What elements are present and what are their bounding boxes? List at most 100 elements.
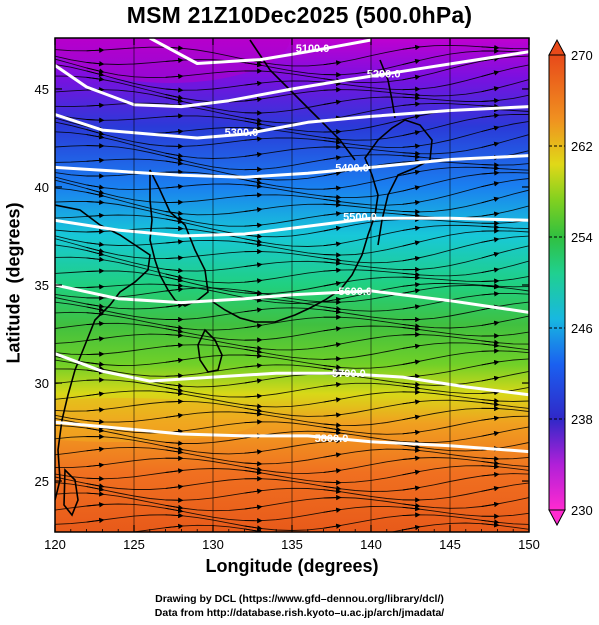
x-axis-label: Longitude (degrees) — [205, 556, 379, 576]
streamline-arrow — [481, 237, 500, 243]
streamline-arrow — [481, 339, 500, 345]
y-tick-label: 45 — [35, 82, 49, 97]
streamline-arrow — [481, 389, 500, 396]
streamline-arrow — [86, 188, 105, 195]
streamline-arrow — [323, 356, 342, 362]
streamline-arrow — [481, 278, 500, 284]
streamline-arrow — [402, 150, 421, 157]
streamline-arrow — [402, 505, 421, 512]
x-tick-label: 130 — [202, 537, 224, 552]
streamline-arrow — [481, 501, 500, 508]
streamline-arrow — [244, 233, 263, 239]
streamline-arrow — [244, 466, 263, 472]
y-axis: 25 30 35 40 45 — [35, 82, 529, 489]
streamline-arrow — [323, 155, 342, 161]
contour-line — [55, 154, 529, 179]
streamline-arrow — [402, 74, 421, 81]
streamline-arrow — [165, 383, 184, 389]
streamline-arrow — [165, 332, 184, 339]
streamline-arrow — [323, 367, 342, 374]
streamline-arrow — [244, 192, 263, 198]
streamline-arrow — [481, 113, 500, 119]
streamline-arrow — [165, 73, 184, 80]
streamline-arrow — [323, 364, 342, 370]
streamline-arrow — [244, 120, 263, 127]
streamline-arrow — [244, 307, 263, 313]
streamline-arrow — [86, 256, 105, 263]
streamline-arrow — [402, 444, 421, 450]
streamline-arrow — [402, 282, 421, 288]
streamline-arrow — [86, 184, 105, 190]
streamline-arrow — [323, 260, 342, 266]
streamline-arrow — [402, 199, 421, 206]
streamline-arrow — [244, 363, 263, 369]
colorbar-tick-label: 270 — [571, 48, 593, 63]
streamline-arrow — [165, 512, 184, 519]
colorbar-tick-label: 230 — [571, 503, 593, 518]
contour-label: 5100.0 — [296, 43, 330, 55]
streamline-arrow — [481, 44, 500, 51]
contour-label: 5600.0 — [338, 286, 372, 298]
streamline-arrow — [402, 101, 421, 107]
x-tick-label: 150 — [518, 537, 540, 552]
streamline-arrow — [481, 519, 500, 525]
contour-label: 5800.0 — [315, 433, 349, 445]
streamline-arrow — [402, 385, 421, 391]
streamline-arrow — [323, 326, 342, 332]
streamline-arrow — [165, 267, 184, 274]
streamline-arrow — [244, 117, 263, 123]
streamline-arrow — [323, 252, 342, 258]
streamline-arrow — [165, 184, 184, 190]
contour-line — [55, 50, 529, 109]
streamline-arrow — [165, 276, 184, 283]
streamline-arrow — [323, 211, 342, 217]
streamline-arrow — [323, 438, 342, 444]
streamline-arrow — [165, 160, 184, 166]
streamline-arrow — [244, 183, 263, 189]
streamline-arrow — [481, 211, 500, 217]
streamline-arrow — [165, 152, 184, 159]
streamline-arrow — [402, 343, 421, 349]
streamline-arrow — [165, 387, 184, 393]
contour-labels: 5100.0 5200.0 5300.0 5400.0 5500.0 5600.0 5700… — [225, 43, 401, 445]
y-tick-label: 40 — [35, 180, 49, 195]
streamline-arrow — [402, 58, 421, 66]
streamline-arrow — [402, 92, 421, 98]
streamline-arrow — [323, 479, 342, 486]
streamline-arrow — [323, 342, 342, 348]
streamline-arrow — [86, 427, 105, 433]
streamline-arrow — [86, 517, 105, 524]
streamline-arrow — [165, 373, 184, 379]
streamline-arrow — [165, 87, 184, 93]
colorbar-top-triangle — [548, 38, 566, 56]
streamline-arrow — [323, 60, 342, 66]
streamline-arrow — [165, 504, 184, 511]
streamline-arrow — [86, 268, 105, 274]
streamline-arrow — [165, 445, 184, 452]
colorbar-tick-label: 262 — [571, 139, 593, 154]
streamline-arrow — [244, 80, 263, 87]
streamline-arrow — [244, 262, 263, 268]
streamline-arrow — [244, 278, 263, 284]
streamline-arrow — [402, 447, 421, 453]
streamline-arrow — [323, 202, 342, 208]
streamline-arrow — [86, 321, 105, 327]
streamline-arrow — [481, 162, 500, 168]
streamline-arrow — [86, 129, 105, 136]
streamline-arrow — [86, 483, 105, 489]
streamline-arrow — [481, 430, 500, 437]
streamline-arrow — [244, 238, 263, 244]
colorbar-tick-label: 254 — [571, 230, 593, 245]
streamline-arrow — [86, 102, 105, 109]
streamline-arrow — [244, 353, 263, 359]
streamline-arrow — [244, 525, 263, 531]
contour-line — [149, 38, 372, 65]
streamline-arrow — [86, 250, 105, 257]
streamline-arrow — [481, 486, 500, 492]
streamline-arrow — [323, 430, 342, 436]
coastline-taiwan — [63, 468, 79, 517]
streamline-arrow — [244, 393, 263, 399]
contour-line — [55, 105, 529, 140]
streamline-arrow — [402, 44, 421, 51]
streamline-arrow — [323, 485, 342, 491]
